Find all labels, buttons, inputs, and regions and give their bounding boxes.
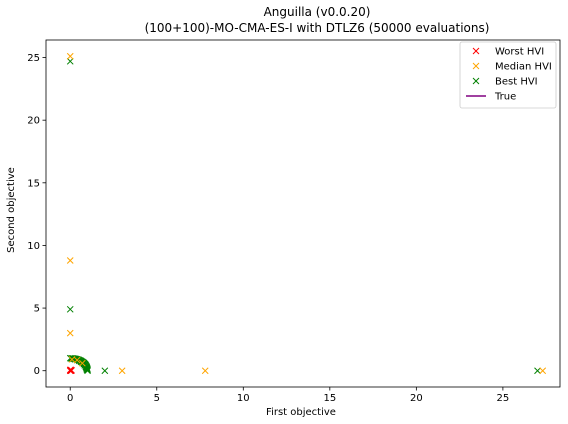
worst-hvi-point — [68, 366, 75, 374]
legend-x-marker — [472, 62, 480, 70]
chart-title: Anguilla (v0.0.20) — [264, 5, 371, 19]
legend: Worst HVI Median HVI Best HVI True — [459, 41, 557, 109]
legend-label: True — [494, 92, 516, 103]
median-hvi-point — [73, 356, 81, 364]
y-tick-label: 20 — [27, 116, 40, 127]
plot-frame — [45, 39, 561, 388]
best-hvi-point — [534, 367, 541, 375]
best-hvi-point — [101, 367, 109, 375]
x-tick-label: 0 — [67, 393, 73, 404]
median-hvi-point — [66, 257, 74, 264]
y-tick-label: 5 — [34, 304, 40, 315]
median-hvi-point — [66, 52, 74, 60]
x-tick-label: 20 — [410, 393, 423, 404]
y-tick-label: 10 — [27, 241, 40, 252]
y-tick-label: 15 — [27, 178, 40, 189]
legend-x-marker — [472, 77, 480, 85]
legend-label: Best HVI — [495, 77, 538, 88]
axis-ticks: 0 5 10 15 20 25 0 5 10 15 20 25 — [27, 53, 509, 404]
best-hvi-point — [75, 357, 83, 365]
median-hvi-point — [118, 367, 126, 375]
x-tick-label: 5 — [154, 393, 160, 404]
best-hvi-point — [82, 364, 90, 372]
legend-label: Median HVI — [495, 62, 552, 73]
best-hvi-point — [66, 305, 74, 313]
median-hvi-point — [539, 367, 547, 375]
legend-label: Worst HVI — [495, 47, 544, 58]
y-tick-label: 25 — [27, 53, 40, 64]
x-tick-label: 10 — [237, 393, 250, 404]
x-tick-label: 15 — [323, 393, 336, 404]
legend-x-marker — [472, 47, 480, 55]
median-hvi-point — [201, 367, 209, 375]
best-hvi-point — [83, 366, 91, 373]
legend-box — [459, 41, 557, 109]
best-hvi-point — [66, 57, 74, 65]
plot-area — [66, 52, 547, 375]
x-tick-label: 25 — [497, 393, 510, 404]
y-tick-label: 0 — [34, 366, 40, 377]
x-axis-label: First objective — [266, 407, 336, 418]
chart-subtitle: (100+100)-MO-CMA-ES-I with DTLZ6 (50000 … — [145, 21, 490, 35]
y-axis-label: Second objective — [6, 167, 17, 253]
median-hvi-point — [66, 329, 74, 337]
median-hvi-point — [78, 359, 86, 367]
